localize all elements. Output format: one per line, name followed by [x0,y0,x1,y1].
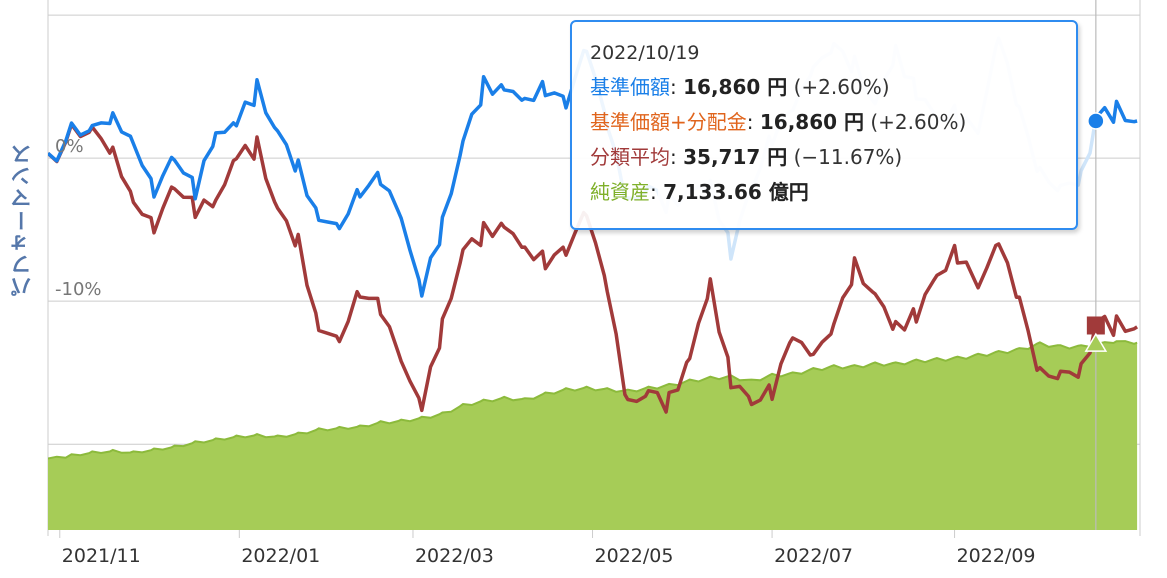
tooltip-percent: (+2.60%) [793,75,890,99]
tooltip-label: 純資産 [590,180,650,204]
tooltip-row-net-assets: 純資産: 7,133.66 億円 [590,180,809,204]
tooltip-label: 基準価額 [590,75,670,99]
tooltip-value: 35,717 円 [683,145,788,169]
x-tick-label: 2022/09 [957,545,1036,567]
net-assets-hover-marker [1084,332,1108,352]
net-assets-area [48,341,1138,530]
category-hover-marker [1086,316,1105,335]
tooltip-row-nav-plus-dividend: 基準価額+分配金: 16,860 円 (+2.60%) [590,110,967,134]
hover-tooltip: 2022/10/19 基準価額: 16,860 円 (+2.60%) 基準価額+… [570,20,1078,230]
x-tick-label: 2021/11 [62,545,141,567]
category-average-line [48,122,1139,414]
tooltip-value: 16,860 円 [759,110,865,134]
tick-label-layer: 0% -10% 2021/11 2022/01 2022/03 2022/05 2022/0… [55,136,1036,567]
tooltip-label: 分類平均 [590,145,670,169]
tooltip-date: 2022/10/19 [590,42,700,64]
tooltip-percent: (−11.67%) [793,145,903,169]
x-tick-label: 2022/07 [774,545,853,567]
hover-marker-layer [1084,0,1108,530]
tooltip-percent: (+2.60%) [870,110,967,134]
x-tick-label: 2022/05 [595,545,674,567]
y-tick-label: 0% [55,136,84,157]
tooltip-row-category-average: 分類平均: 35,717 円 (−11.67%) [590,145,903,169]
tooltip-value: 16,860 円 [683,75,788,99]
y-tick-label: -10% [55,279,102,300]
y-axis-label: パフォーマンス [10,143,34,297]
tooltip-label: 基準価額+分配金 [590,110,747,134]
x-tick-label: 2022/01 [241,545,320,567]
net-assets-area-layer [48,340,1138,530]
net-assets-line [48,340,1138,460]
tooltip-value: 7,133.66 億円 [663,180,809,204]
x-tick-label: 2022/03 [415,545,494,567]
nav-hover-marker [1087,112,1105,130]
tooltip-row-nav: 基準価額: 16,860 円 (+2.60%) [590,75,890,99]
